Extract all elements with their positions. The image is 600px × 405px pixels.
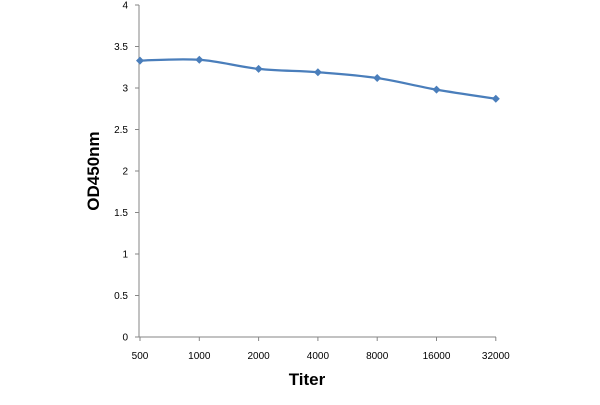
data-point-marker: [136, 56, 144, 65]
data-point-marker: [195, 55, 204, 64]
data-point-marker: [432, 85, 441, 94]
series-layer: [136, 55, 500, 103]
y-tick-label: 2.5: [114, 125, 128, 136]
x-tick-label: 4000: [307, 351, 330, 362]
x-tick-label: 2000: [247, 351, 270, 362]
x-tick-label: 1000: [188, 351, 211, 362]
series-line: [139, 58, 496, 100]
y-tick-label: 1.5: [114, 208, 128, 219]
y-tick-label: 2: [122, 167, 128, 178]
data-point-marker: [373, 74, 382, 83]
data-point-marker: [491, 94, 500, 103]
y-tick-label: 1: [122, 250, 128, 261]
y-axis-ticks: 0 0.5 1 1.5 2 2.5 3 3.5 4: [114, 1, 139, 344]
y-tick-label: 3: [122, 84, 128, 95]
y-tick-label: 3.5: [114, 42, 128, 53]
y-tick-label: 0: [122, 333, 128, 344]
data-point-marker: [254, 64, 263, 73]
x-tick-label: 16000: [423, 351, 451, 362]
y-tick-label: 0.5: [114, 291, 128, 302]
x-axis-ticks: 500 1000 2000 4000 8000 16000 32000: [132, 337, 510, 362]
x-tick-label: 32000: [482, 351, 510, 362]
data-point-marker: [313, 68, 322, 77]
y-axis-title: OD450nm: [84, 131, 103, 210]
y-tick-label: 4: [122, 1, 128, 12]
x-tick-label: 500: [132, 351, 149, 362]
x-axis-title: Titer: [289, 370, 326, 389]
x-tick-label: 8000: [366, 351, 389, 362]
